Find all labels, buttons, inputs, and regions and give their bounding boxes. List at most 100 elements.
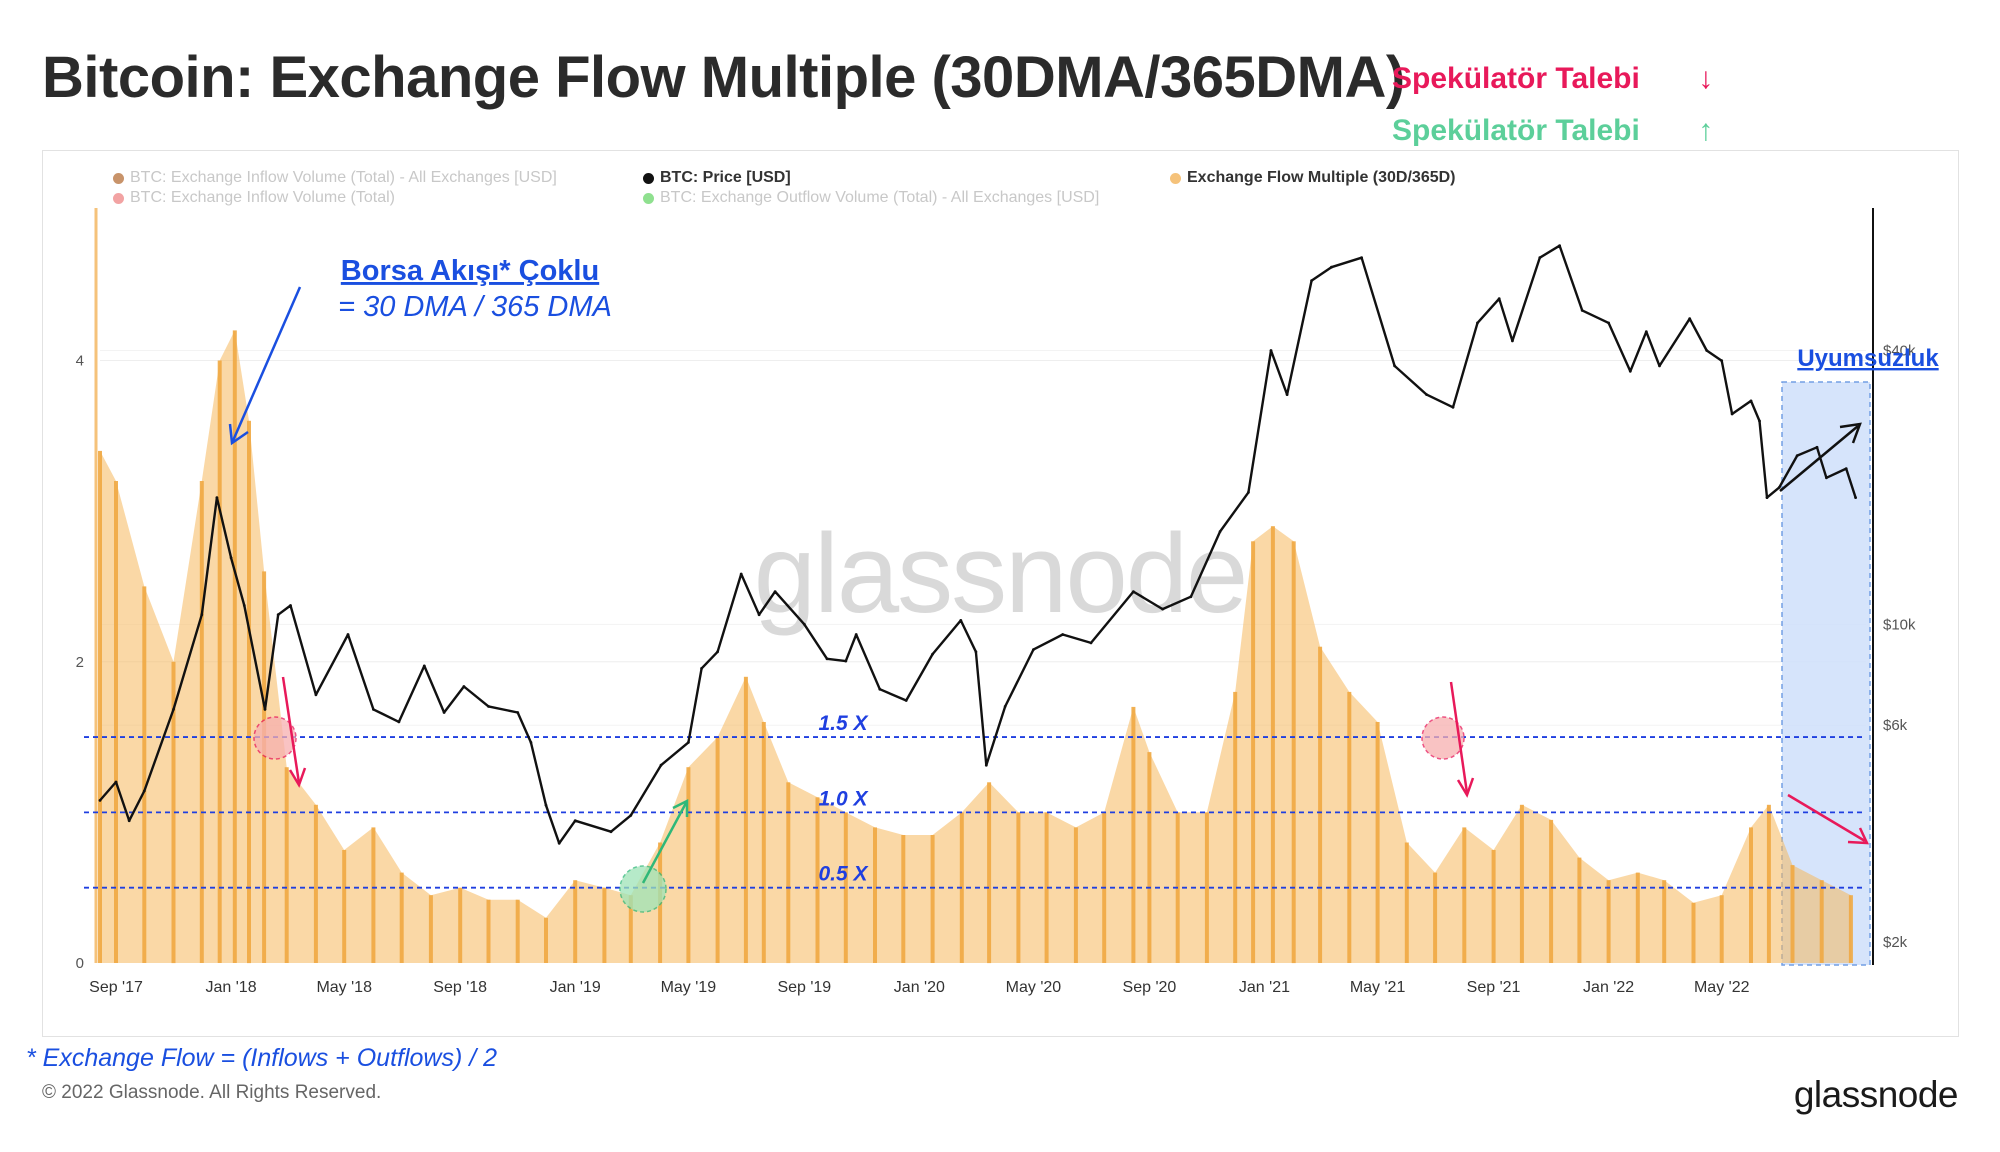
legend-item-price[interactable]: BTC: Price [USD] — [643, 169, 791, 187]
legend-dot-icon — [113, 192, 124, 204]
price-point — [1580, 309, 1584, 312]
efm-bar — [1549, 819, 1554, 963]
price-point — [1330, 265, 1333, 269]
price-point — [1497, 297, 1501, 301]
legend-item-efm[interactable]: Exchange Flow Multiple (30D/365D) — [1170, 169, 1456, 187]
copyright-text: © 2022 Glassnode. All Rights Reserved. — [42, 1082, 382, 1103]
price-point — [1730, 412, 1734, 416]
price-point — [757, 613, 761, 617]
price-point — [314, 693, 318, 697]
price-point — [1310, 279, 1313, 282]
price-point — [487, 705, 490, 708]
efm-bar — [1251, 541, 1256, 964]
price-point — [1607, 321, 1610, 325]
price-point — [1844, 467, 1848, 470]
x-tick-label: Sep '17 — [89, 979, 143, 996]
price-point — [974, 650, 978, 654]
efm-bar — [1131, 706, 1136, 963]
price-point — [1476, 321, 1479, 325]
efm-bar — [217, 360, 222, 963]
efm-bar — [313, 804, 318, 963]
efm-bar — [486, 899, 491, 963]
price-point — [1538, 256, 1542, 260]
price-point — [1161, 607, 1164, 611]
price-point — [802, 622, 806, 626]
price-point — [1758, 419, 1761, 423]
efm-bar — [1462, 827, 1467, 963]
price-point — [1795, 454, 1799, 457]
efm-bar — [232, 330, 237, 963]
price-point — [142, 789, 146, 793]
price-point — [1765, 496, 1769, 499]
efm-bar — [1719, 895, 1724, 963]
efm-bar — [1491, 850, 1496, 963]
efm-bar — [1433, 872, 1438, 963]
chart-title: Bitcoin: Exchange Flow Multiple (30DMA/3… — [42, 45, 1405, 110]
speculator-up-label: Spekülatör Talebi — [1392, 114, 1640, 147]
x-tick-label: May '22 — [1694, 979, 1750, 996]
x-tick-label: Jan '20 — [894, 979, 945, 996]
x-tick-label: May '20 — [1006, 979, 1062, 996]
price-point — [1285, 393, 1289, 396]
y-tick-label-efm: 2 — [76, 654, 84, 671]
price-point — [372, 708, 375, 711]
efm-bar — [1270, 526, 1275, 963]
price-point — [659, 763, 663, 767]
legend-item-outflow[interactable]: BTC: Exchange Outflow Volume (Total) - A… — [643, 189, 1099, 207]
efm-bar — [1375, 722, 1380, 963]
price-point — [609, 830, 613, 834]
price-point — [844, 659, 848, 663]
efm-bar — [1016, 812, 1021, 963]
price-point — [529, 741, 533, 744]
price-point — [984, 763, 988, 767]
efm-bar — [399, 872, 404, 963]
price-point — [422, 664, 426, 668]
price-point — [1089, 641, 1093, 645]
x-tick-label: Sep '19 — [777, 979, 831, 996]
efm-bar — [602, 887, 607, 963]
x-tick-label: Jan '22 — [1583, 979, 1634, 996]
price-point — [1247, 491, 1250, 494]
efm-bar — [171, 661, 176, 964]
price-point — [276, 613, 280, 617]
efm-bar — [1519, 804, 1524, 963]
arrow-down-icon: ↓ — [1698, 62, 1714, 95]
grid-lines — [100, 350, 1866, 726]
legend-item-inflow-all[interactable]: BTC: Exchange Inflow Volume (Total) - Al… — [113, 169, 557, 187]
efm-bar — [1073, 827, 1078, 963]
y-tick-label-price: $10k — [1883, 616, 1916, 633]
efm-bar — [1404, 842, 1409, 963]
price-point — [1360, 256, 1363, 260]
efm-bar — [686, 767, 691, 963]
legend-item-inflow[interactable]: BTC: Exchange Inflow Volume (Total) — [113, 189, 395, 207]
price-point — [1003, 705, 1007, 708]
price-point — [172, 708, 175, 711]
price-point — [462, 685, 466, 688]
price-point — [229, 556, 233, 560]
efm-bar — [1577, 857, 1582, 963]
price-point — [1425, 393, 1428, 396]
price-point — [1189, 595, 1193, 599]
arrow-up-icon: ↑ — [1698, 114, 1714, 147]
legend-dot-icon — [1170, 172, 1181, 184]
efm-bar — [114, 481, 118, 963]
price-point — [959, 619, 963, 622]
price-point — [516, 711, 520, 714]
legend-label: BTC: Exchange Inflow Volume (Total) — [130, 189, 396, 206]
legend-dot-icon — [113, 172, 124, 184]
efm-bar — [1848, 895, 1853, 963]
price-point — [904, 699, 908, 702]
price-point — [1511, 339, 1514, 343]
price-point — [1705, 349, 1709, 352]
bearish-marker-2018 — [253, 676, 307, 788]
efm-bar — [1691, 902, 1696, 964]
efm-bar — [1318, 646, 1323, 963]
price-point — [289, 604, 292, 607]
bullish-marker-2019 — [619, 798, 689, 913]
price-point — [1658, 364, 1661, 368]
x-tick-label: May '21 — [1350, 979, 1406, 996]
exchange-flow-footnote: * Exchange Flow = (Inflows + Outflows) /… — [26, 1044, 498, 1072]
efm-bar — [1044, 812, 1049, 963]
divergence-efm-down-arrow — [1787, 793, 1870, 845]
